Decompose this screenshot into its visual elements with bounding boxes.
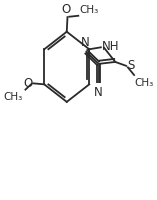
Text: N: N <box>94 86 103 99</box>
Text: CH₃: CH₃ <box>79 5 98 15</box>
Text: CH₃: CH₃ <box>135 78 154 88</box>
Text: NH: NH <box>101 40 119 53</box>
Text: CH₃: CH₃ <box>3 92 23 102</box>
Text: N: N <box>80 36 89 49</box>
Text: O: O <box>61 3 71 16</box>
Text: S: S <box>127 59 134 72</box>
Text: O: O <box>23 77 32 90</box>
